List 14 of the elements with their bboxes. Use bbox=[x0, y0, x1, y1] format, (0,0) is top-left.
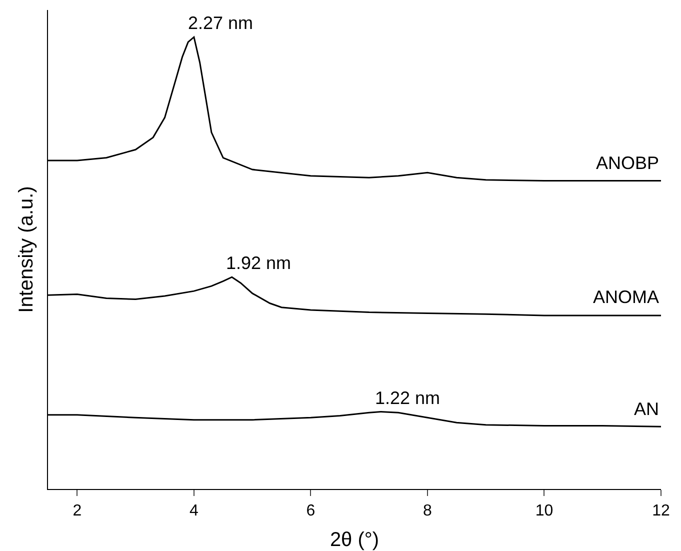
x-tick-label: 2 bbox=[72, 502, 82, 520]
y-axis-title: Intensity (a.u.) bbox=[15, 186, 38, 313]
annotation: 1.92 nm bbox=[226, 253, 292, 273]
x-tick-label: 10 bbox=[535, 502, 554, 520]
x-tick-label: 12 bbox=[652, 502, 670, 520]
series-label: AN bbox=[634, 399, 660, 419]
series-label: ANOMA bbox=[593, 287, 660, 307]
x-tick-label: 8 bbox=[423, 502, 432, 520]
x-tick-label: 6 bbox=[306, 502, 316, 520]
annotation: 2.27 nm bbox=[188, 13, 254, 33]
annotation: 1.22 nm bbox=[375, 388, 440, 408]
x-tick-label: 4 bbox=[189, 502, 198, 520]
x-axis-title: 2θ (°) bbox=[330, 529, 380, 551]
series-label: ANOBP bbox=[596, 153, 660, 173]
